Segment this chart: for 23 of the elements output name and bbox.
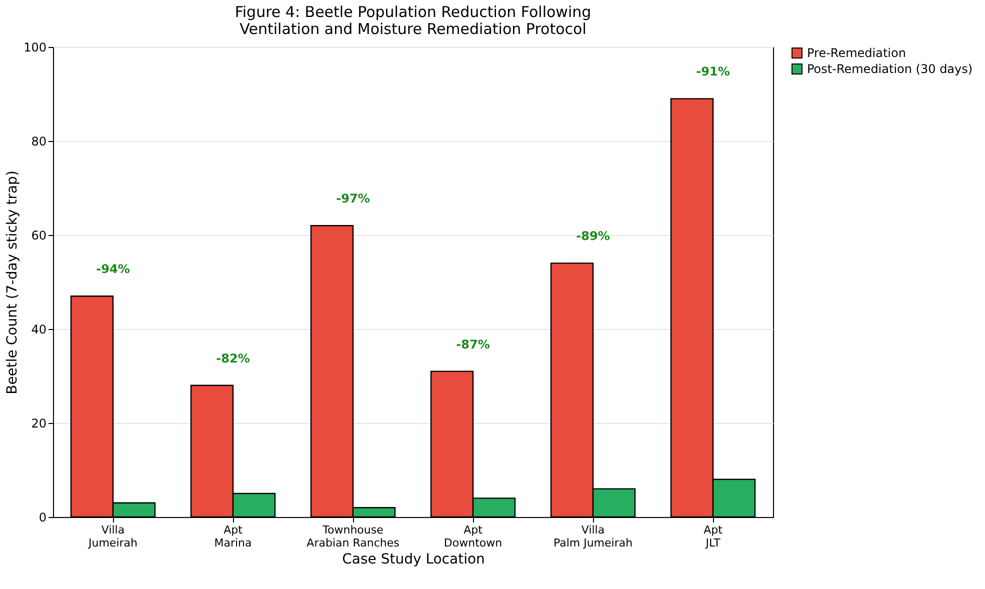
y-tick-label: 20 (31, 416, 46, 430)
x-tick-label: Townhouse Arabian Ranches (306, 524, 400, 550)
legend-label: Post-Remediation (30 days) (807, 62, 973, 76)
legend-label: Pre-Remediation (807, 46, 906, 60)
chart-title: Figure 4: Beetle Population Reduction Following Ventilation and Moisture Remediation Protocol (234, 3, 592, 38)
annotation: -87% (456, 337, 490, 352)
annotation: -82% (216, 351, 250, 366)
y-axis-title: Beetle Count (7-day sticky trap) (4, 170, 21, 394)
x-tick-label: Villa Palm Jumeirah (553, 524, 633, 550)
annotation: -97% (336, 192, 370, 206)
y-tick-label: 60 (31, 228, 46, 242)
y-tick-label: 100 (24, 40, 46, 54)
annotation: -91% (696, 64, 730, 79)
x-tick-label: Villa Jumeirah (88, 524, 138, 550)
y-tick-label: 0 (38, 510, 46, 524)
annotation: -89% (576, 229, 610, 244)
x-tick-label: Apt Downtown (444, 524, 502, 550)
y-tick-label: 80 (31, 134, 46, 148)
y-tick-label: 40 (31, 322, 46, 336)
annotation: -94% (96, 262, 130, 276)
x-axis-title: Case Study Location (342, 552, 485, 568)
x-tick-label: Apt JLT (704, 524, 724, 550)
x-tick-label: Apt Marina (214, 524, 252, 550)
